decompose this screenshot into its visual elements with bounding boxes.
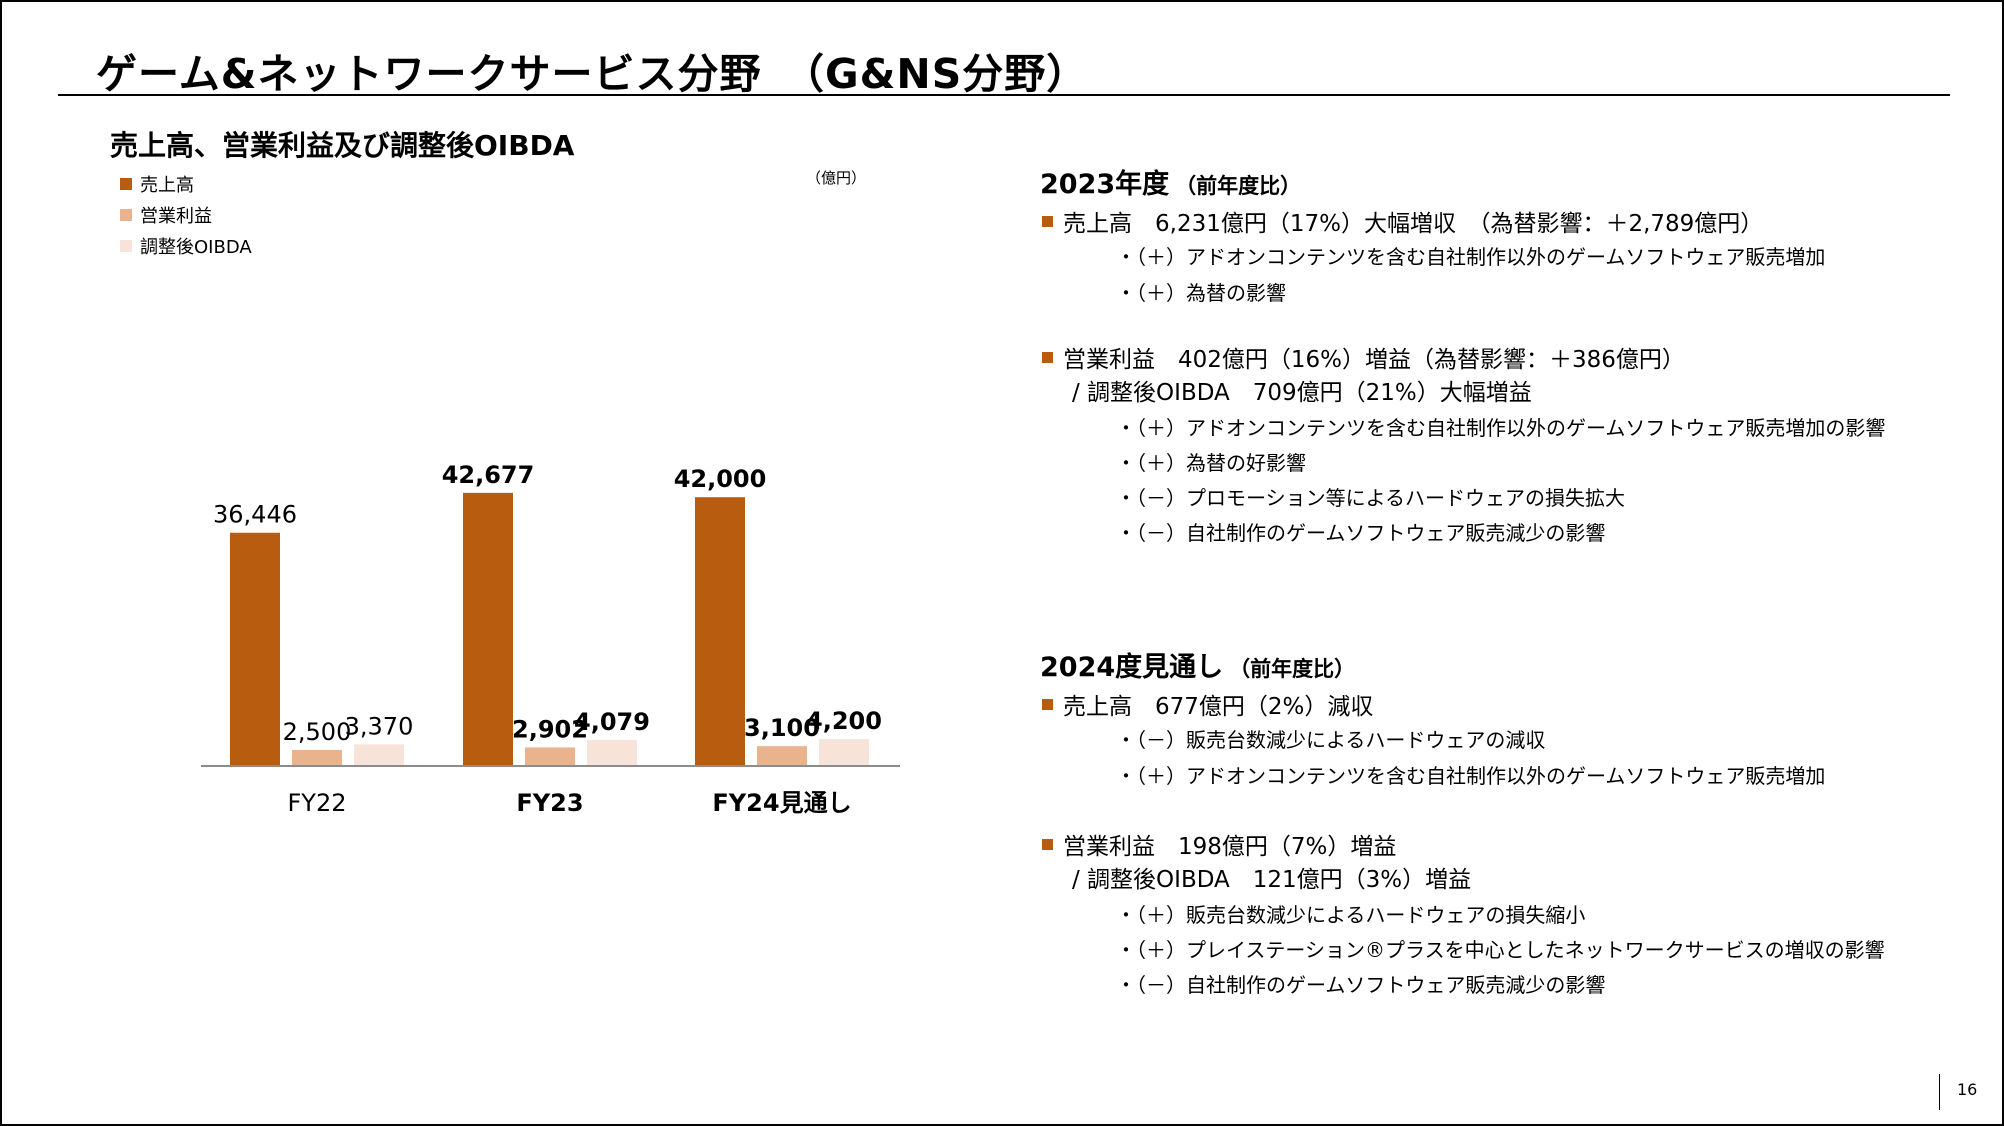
fy2023-sales-bullet: ・（＋）アドオンコンテンツを含む自社制作以外のゲームソフトウェア販売増加 bbox=[1116, 245, 1826, 269]
data-label-operating-income-2: 3,100 bbox=[744, 714, 820, 742]
fy2024-sales-text: 売上高 677億円（2%）減収 bbox=[1063, 694, 1374, 720]
chart-unit: （億円） bbox=[806, 169, 867, 187]
bar-adjusted-oibda-2 bbox=[819, 739, 869, 766]
bar-adjusted-oibda-1 bbox=[587, 739, 637, 766]
fy2024-op-bullet: ・（＋）販売台数減少によるハードウェアの損失縮小 bbox=[1116, 903, 1586, 927]
fy2023-heading-text: 2023年度 bbox=[1040, 169, 1170, 200]
data-label-operating-income-1: 2,902 bbox=[512, 715, 588, 743]
bar-operating-income-2 bbox=[757, 746, 807, 766]
page-title: ゲーム&ネットワークサービス分野 （G&NS分野） bbox=[96, 50, 1089, 98]
data-label-sales-2: 42,000 bbox=[674, 465, 767, 493]
legend-swatch-adjusted-oibda bbox=[120, 239, 132, 252]
fy2023-op-bullet: ・（－）プロモーション等によるハードウェアの損失拡大 bbox=[1116, 486, 1625, 510]
legend-label-adjusted-oibda: 調整後OIBDA bbox=[140, 236, 252, 258]
fy2024-sales-bullet: ・（＋）アドオンコンテンツを含む自社制作以外のゲームソフトウェア販売増加 bbox=[1116, 764, 1826, 788]
page-number: 16 bbox=[1957, 1080, 1978, 1099]
x-tick-label-0: FY22 bbox=[287, 789, 346, 817]
title-divider bbox=[58, 94, 1950, 96]
fy2023-heading: 2023年度 （前年度比） bbox=[1040, 162, 1970, 201]
bar-operating-income-1 bbox=[525, 747, 575, 766]
fy2024-op-bullet: ・（－）自社制作のゲームソフトウェア販売減少の影響 bbox=[1116, 973, 1606, 997]
square-bullet-icon bbox=[1042, 838, 1053, 850]
square-bullet-icon bbox=[1042, 351, 1053, 363]
legend-label-sales: 売上高 bbox=[140, 174, 194, 196]
fy2023-op-bullet: ・（－）自社制作のゲームソフトウェア販売減少の影響 bbox=[1116, 521, 1606, 545]
fy2024-heading: 2024度見通し （前年度比） bbox=[1040, 645, 1970, 684]
bar-sales-2 bbox=[695, 497, 745, 766]
data-label-operating-income-0: 2,500 bbox=[283, 718, 352, 746]
fy2024-op-item: 営業利益 198億円（7%）増益 bbox=[1040, 826, 1970, 862]
fy2023-oibda-text: / 調整後OIBDA 709億円（21%）大幅増益 bbox=[1072, 380, 1532, 406]
fy2023-op-bullet: ・（＋）アドオンコンテンツを含む自社制作以外のゲームソフトウェア販売増加の影響 bbox=[1116, 416, 1886, 440]
data-label-adjusted-oibda-0: 3,370 bbox=[345, 712, 414, 740]
fy2023-op-item: 営業利益 402億円（16%）増益（為替影響：＋386億円） bbox=[1040, 339, 1970, 375]
fy2023-sales-item: 売上高 6,231億円（17%）大幅増収 （為替影響：＋2,789億円） bbox=[1040, 203, 1970, 239]
legend-swatch-operating-income bbox=[120, 208, 132, 221]
page-number-divider bbox=[1939, 1074, 1940, 1110]
bar-sales-1 bbox=[463, 492, 513, 766]
legend-item-operating-income: 営業利益 bbox=[120, 199, 252, 230]
fy2024-op-text: 営業利益 198億円（7%）増益 bbox=[1063, 834, 1397, 860]
x-tick-label-2: FY24見通し bbox=[712, 789, 851, 817]
legend-item-sales: 売上高 bbox=[120, 168, 252, 199]
chart-title: 売上高、営業利益及び調整後OIBDA bbox=[110, 129, 575, 162]
fy2024-heading-text: 2024度見通し bbox=[1040, 652, 1224, 683]
fy2023-heading-note: （前年度比） bbox=[1175, 174, 1302, 198]
fy2024-heading-note: （前年度比） bbox=[1229, 657, 1356, 681]
x-tick-label-1: FY23 bbox=[516, 789, 583, 817]
fy2024-op-bullet: ・（＋）プレイステーション®プラスを中心としたネットワークサービスの増収の影響 bbox=[1116, 938, 1885, 962]
fy2023-sales-text: 売上高 6,231億円（17%）大幅増収 （為替影響：＋2,789億円） bbox=[1063, 211, 1764, 237]
legend-label-operating-income: 営業利益 bbox=[140, 205, 212, 227]
square-bullet-icon bbox=[1042, 698, 1053, 710]
square-bullet-icon bbox=[1042, 215, 1053, 227]
bar-adjusted-oibda-0 bbox=[354, 744, 404, 766]
fy2024-oibda-text: / 調整後OIBDA 121億円（3%）増益 bbox=[1072, 867, 1472, 893]
fy2023-sales-bullet: ・（＋）為替の影響 bbox=[1116, 281, 1286, 305]
fy2024-sales-bullet: ・（－）販売台数減少によるハードウェアの減収 bbox=[1116, 728, 1546, 752]
data-label-adjusted-oibda-2: 4,200 bbox=[806, 707, 882, 735]
fy2023-op-bullet: ・（＋）為替の好影響 bbox=[1116, 451, 1306, 475]
commentary: 2023年度 （前年度比） 売上高 6,231億円（17%）大幅増収 （為替影響：… bbox=[1040, 162, 1970, 1003]
data-label-sales-0: 36,446 bbox=[213, 501, 297, 529]
chart-legend: 売上高 営業利益 調整後OIBDA bbox=[120, 168, 252, 261]
data-label-sales-1: 42,677 bbox=[442, 461, 535, 489]
legend-swatch-sales bbox=[120, 177, 132, 190]
data-label-adjusted-oibda-1: 4,079 bbox=[574, 708, 650, 736]
fy2024-sales-item: 売上高 677億円（2%）減収 bbox=[1040, 686, 1970, 722]
bar-sales-0 bbox=[230, 532, 280, 766]
fy2023-op-text: 営業利益 402億円（16%）増益（為替影響：＋386億円） bbox=[1063, 347, 1685, 373]
bar-operating-income-0 bbox=[292, 750, 342, 766]
legend-item-adjusted-oibda: 調整後OIBDA bbox=[120, 230, 252, 261]
